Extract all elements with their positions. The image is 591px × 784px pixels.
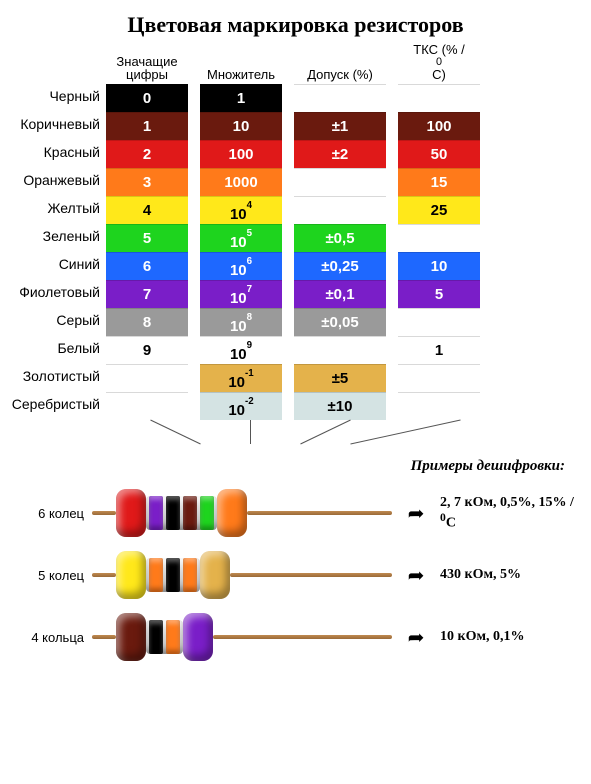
color-cell: ±0,1 [294, 280, 386, 308]
row-label: Синий [8, 250, 106, 278]
row-label: Белый [8, 334, 106, 362]
decoded-value: 430 кОм, 5% [440, 567, 583, 583]
color-cell: 0 [106, 84, 188, 112]
row-label: Серебристый [8, 390, 106, 418]
color-cell: 105 [200, 224, 282, 252]
page-title: Цветовая маркировка резисторов [8, 12, 583, 38]
data-columns: Значащие цифры0123456789Множитель1101001… [106, 48, 480, 420]
ring-count-label: 4 кольца [8, 630, 84, 645]
color-cell: ±10 [294, 392, 386, 420]
column-tkc: ТКС (% / 0С) 100501525 105 1 [398, 48, 480, 420]
color-cell: 4 [106, 196, 188, 224]
example-row: 6 колец ➦ 2, 7 кОм, 0,5%, 15% / 0С [8, 485, 583, 541]
color-cell: ±1 [294, 112, 386, 140]
arrow-icon: ➦ [400, 501, 432, 526]
color-cell: 10-1 [200, 364, 282, 392]
row-label: Зеленый [8, 222, 106, 250]
color-cell: 8 [106, 308, 188, 336]
row-labels-column: ЧерныйКоричневыйКрасныйОранжевыйЖелтыйЗе… [8, 82, 106, 418]
row-label: Серый [8, 306, 106, 334]
color-band [183, 496, 197, 530]
example-row: 5 колец ➦ 430 кОм, 5% [8, 547, 583, 603]
color-cell: 7 [106, 280, 188, 308]
color-cell: 106 [200, 252, 282, 280]
color-cell: 100 [200, 140, 282, 168]
examples-section: Примеры дешифровки: 6 колец ➦ 2, 7 кОм, 0,… [8, 458, 583, 665]
column-header: ТКС (% / 0С) [398, 48, 480, 84]
row-label: Желтый [8, 194, 106, 222]
color-cell [106, 392, 188, 420]
color-cell [398, 308, 480, 336]
color-cell: ±0,25 [294, 252, 386, 280]
color-cell: 2 [106, 140, 188, 168]
example-row: 4 кольца ➦ 10 кОм, 0,1% [8, 609, 583, 665]
color-cell [294, 336, 386, 364]
row-label: Оранжевый [8, 166, 106, 194]
color-cell: 3 [106, 168, 188, 196]
color-cell: 1 [106, 112, 188, 140]
color-cell: 100 [398, 112, 480, 140]
column-header: Допуск (%) [294, 48, 386, 84]
examples-heading: Примеры дешифровки: [8, 458, 565, 475]
color-cell: 1 [398, 336, 480, 364]
column-digits: Значащие цифры0123456789 [106, 48, 188, 420]
color-band [200, 496, 214, 530]
color-cell [294, 84, 386, 112]
color-cell: 108 [200, 308, 282, 336]
color-cell: 1 [200, 84, 282, 112]
color-band [183, 558, 197, 592]
color-cell: 6 [106, 252, 188, 280]
color-cell: 5 [106, 224, 188, 252]
resistor-graphic [92, 547, 392, 603]
ring-count-label: 6 колец [8, 506, 84, 521]
color-cell [294, 168, 386, 196]
row-label: Фиолетовый [8, 278, 106, 306]
color-cell [398, 392, 480, 420]
color-cell [294, 196, 386, 224]
decoded-value: 10 кОм, 0,1% [440, 629, 583, 645]
color-cell: ±5 [294, 364, 386, 392]
color-band [166, 558, 180, 592]
row-label: Черный [8, 82, 106, 110]
color-cell: 1000 [200, 168, 282, 196]
column-tolerance: Допуск (%) ±1±2 ±0,5±0,25±0,1±0,05 ±5±10 [294, 48, 386, 420]
color-cell: 5 [398, 280, 480, 308]
color-chart: ЧерныйКоричневыйКрасныйОранжевыйЖелтыйЗе… [8, 48, 583, 420]
color-band [149, 558, 163, 592]
color-band [166, 496, 180, 530]
resistor-graphic [92, 609, 392, 665]
color-cell: ±2 [294, 140, 386, 168]
color-cell: 9 [106, 336, 188, 364]
color-cell [398, 84, 480, 112]
color-cell [398, 224, 480, 252]
color-band [149, 496, 163, 530]
ring-count-label: 5 колец [8, 568, 84, 583]
row-label: Коричневый [8, 110, 106, 138]
arrow-icon: ➦ [400, 563, 432, 588]
color-cell: ±0,05 [294, 308, 386, 336]
color-cell: 50 [398, 140, 480, 168]
color-cell: 109 [200, 336, 282, 364]
color-cell: 25 [398, 196, 480, 224]
color-cell [398, 364, 480, 392]
color-cell [106, 364, 188, 392]
row-label: Красный [8, 138, 106, 166]
color-cell: 10 [398, 252, 480, 280]
column-header: Множитель [200, 48, 282, 84]
color-cell: 104 [200, 196, 282, 224]
decoded-value: 2, 7 кОм, 0,5%, 15% / 0С [440, 495, 583, 532]
column-multiplier: Множитель110100100010410510610710810910-… [200, 48, 282, 420]
color-cell: 15 [398, 168, 480, 196]
connector-lines [108, 420, 543, 444]
arrow-icon: ➦ [400, 625, 432, 650]
color-cell: 10 [200, 112, 282, 140]
color-band [149, 620, 163, 654]
color-cell: ±0,5 [294, 224, 386, 252]
column-header: Значащие цифры [106, 48, 188, 84]
color-band [166, 620, 180, 654]
color-cell: 10-2 [200, 392, 282, 420]
color-cell: 107 [200, 280, 282, 308]
row-label: Золотистый [8, 362, 106, 390]
resistor-graphic [92, 485, 392, 541]
